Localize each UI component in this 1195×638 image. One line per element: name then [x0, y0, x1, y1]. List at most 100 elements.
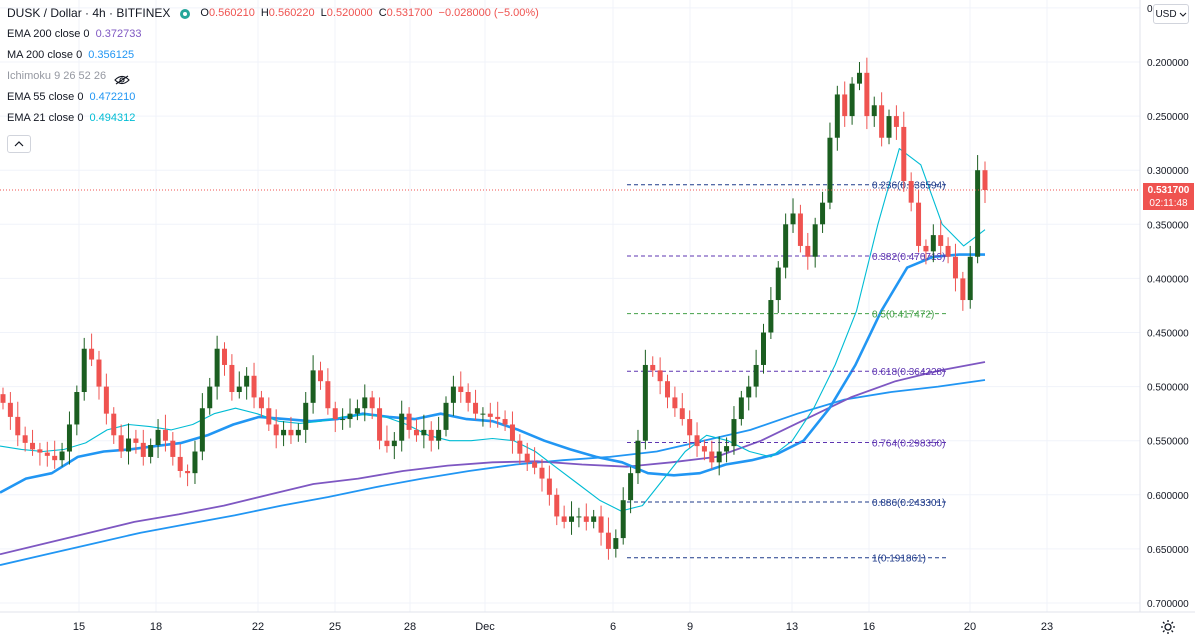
candle-body — [222, 348, 228, 365]
price-tick-label: 0.600000 — [1147, 491, 1189, 502]
candle-body — [672, 397, 678, 409]
chart-grid — [0, 0, 1140, 612]
candle-body — [421, 429, 427, 436]
candle-body — [22, 435, 28, 443]
fib-level-label: 0.618(0.364228) — [872, 367, 945, 378]
candle-body — [827, 137, 833, 203]
candle-body — [317, 370, 323, 382]
ema21-line — [0, 148, 986, 512]
gear-icon[interactable] — [1160, 619, 1176, 638]
symbol-row: DUSK / Dollar · 4h · BITFINEX O 0.560210 … — [7, 3, 539, 24]
candle-body — [701, 446, 707, 452]
bar-countdown: 02:11:48 — [1149, 198, 1188, 209]
candle-body — [214, 348, 220, 387]
open-value: 0.560210 — [208, 7, 255, 19]
candle-body — [207, 386, 213, 409]
candle-body — [576, 516, 582, 518]
current-price-label: 0.531700 02:11:48 — [1143, 183, 1194, 210]
candle-body — [967, 256, 973, 301]
indicator-ema21[interactable]: EMA 21 close 0 0.494312 — [7, 108, 539, 129]
indicator-value: 0.472210 — [89, 91, 136, 103]
price-axis: 0.700000 0.650000 0.600000 0.550000 0.500000… — [1147, 4, 1189, 610]
candle-body — [923, 245, 929, 252]
candle-body — [982, 170, 988, 191]
candle-body — [74, 392, 80, 425]
candle-body — [716, 451, 722, 463]
candle-body — [724, 446, 730, 452]
ema200-line — [0, 361, 986, 556]
candle-body — [517, 440, 523, 454]
candle-body — [7, 402, 13, 417]
collapse-legend-button[interactable] — [7, 135, 31, 153]
indicator-ema200[interactable]: EMA 200 close 0 0.372733 — [7, 24, 539, 45]
close-label: C — [378, 7, 387, 19]
candle-body — [598, 516, 604, 533]
symbol-title[interactable]: DUSK / Dollar · 4h · BITFINEX — [7, 6, 171, 20]
candle-body — [266, 408, 272, 425]
indicator-name: MA 200 close 0 — [7, 49, 83, 61]
indicator-ichimoku[interactable]: Ichimoku 9 26 52 26 — [7, 66, 539, 87]
fib-level-label: 0.5(0.417472) — [872, 310, 934, 321]
candle-body — [170, 440, 176, 457]
candle-body — [820, 202, 826, 225]
candle-body — [303, 402, 309, 430]
candle-body — [126, 438, 132, 452]
candle-body — [893, 116, 899, 127]
candle-body — [177, 456, 183, 471]
time-tick-label: 13 — [786, 621, 798, 633]
candle-body — [546, 478, 552, 495]
candle-body — [428, 429, 434, 441]
price-tick-label: 0.250000 — [1147, 112, 1189, 123]
currency-button[interactable]: USD — [1153, 4, 1189, 24]
candle-body — [975, 170, 981, 257]
candle-body — [465, 392, 471, 403]
candle-body — [273, 424, 279, 436]
candle-body — [930, 235, 936, 252]
candle-body — [775, 267, 781, 301]
eye-hidden-icon[interactable] — [114, 72, 130, 84]
candle-body — [620, 500, 626, 539]
candle-body — [369, 397, 375, 409]
candle-body — [554, 494, 560, 517]
candle-body — [103, 386, 109, 414]
candle-body — [679, 408, 685, 420]
open-label: O — [200, 7, 209, 19]
time-tick-label: 18 — [150, 621, 162, 633]
candle-body — [849, 83, 855, 117]
candle-body — [37, 449, 43, 453]
candlestick-series — [0, 57, 988, 560]
candle-body — [628, 473, 634, 501]
candle-body — [192, 451, 198, 474]
indicator-value: 0.356125 — [88, 49, 135, 61]
candle-body — [332, 408, 338, 420]
candle-body — [244, 375, 250, 387]
change-value: −0.028000 (−5.00%) — [438, 7, 539, 19]
candle-body — [140, 442, 146, 457]
candle-body — [709, 451, 715, 463]
candle-body — [325, 381, 331, 409]
indicator-value: 0.372733 — [95, 28, 142, 40]
candle-body — [642, 364, 648, 441]
candle-body — [502, 419, 508, 425]
time-tick-label: 9 — [687, 621, 693, 633]
candle-body — [524, 453, 530, 463]
candle-body — [458, 386, 464, 393]
candle-body — [738, 397, 744, 420]
candle-body — [391, 440, 397, 447]
indicator-ema55[interactable]: EMA 55 close 0 0.472210 — [7, 87, 539, 108]
candle-body — [44, 452, 50, 456]
candle-body — [251, 375, 257, 398]
candle-body — [591, 516, 597, 522]
price-tick-label: 0.500000 — [1147, 383, 1189, 394]
candle-body — [812, 224, 818, 257]
candle-body — [436, 429, 442, 441]
time-tick-label: 28 — [404, 621, 416, 633]
time-tick-label: 25 — [329, 621, 341, 633]
candle-body — [0, 394, 6, 403]
price-tick-label: 0.300000 — [1147, 166, 1189, 177]
candle-body — [694, 435, 700, 447]
candle-body — [399, 413, 405, 441]
indicator-ma200[interactable]: MA 200 close 0 0.356125 — [7, 45, 539, 66]
time-tick-label: 15 — [73, 621, 85, 633]
